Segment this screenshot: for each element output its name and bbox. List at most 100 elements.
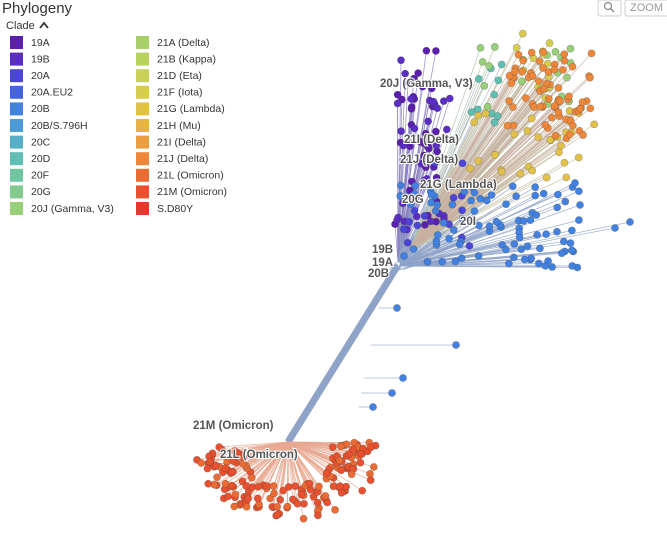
tip[interactable] — [518, 78, 525, 85]
tip[interactable] — [520, 57, 527, 64]
tip[interactable] — [543, 174, 550, 181]
legend-swatch[interactable] — [10, 136, 23, 149]
tip[interactable] — [536, 245, 543, 252]
tip[interactable] — [540, 85, 547, 92]
tip[interactable] — [511, 240, 518, 247]
tip[interactable] — [213, 474, 220, 481]
tip[interactable] — [524, 127, 531, 134]
tip[interactable] — [533, 211, 540, 218]
tip[interactable] — [228, 468, 235, 475]
tip[interactable] — [611, 224, 618, 231]
tip[interactable] — [539, 64, 546, 71]
tip[interactable] — [243, 482, 250, 489]
tip[interactable] — [495, 77, 502, 84]
tip[interactable] — [551, 66, 558, 73]
tip[interactable] — [477, 44, 484, 51]
tip[interactable] — [568, 227, 575, 234]
tip[interactable] — [224, 493, 231, 500]
tip[interactable] — [452, 258, 459, 265]
tip[interactable] — [562, 198, 569, 205]
tip[interactable] — [551, 102, 558, 109]
tip[interactable] — [248, 474, 255, 481]
legend-swatch[interactable] — [10, 185, 23, 198]
tip[interactable] — [522, 95, 529, 102]
tip[interactable] — [516, 234, 523, 241]
tip[interactable] — [277, 496, 284, 503]
tip[interactable] — [357, 459, 364, 466]
tip[interactable] — [546, 39, 553, 46]
tip[interactable] — [336, 457, 343, 464]
tip[interactable] — [520, 217, 527, 224]
tip[interactable] — [397, 57, 404, 64]
legend-swatch[interactable] — [10, 169, 23, 182]
tip[interactable] — [508, 80, 515, 87]
tip[interactable] — [423, 47, 430, 54]
tip[interactable] — [397, 182, 404, 189]
tip[interactable] — [532, 184, 539, 191]
tip[interactable] — [540, 48, 547, 55]
tip[interactable] — [425, 145, 432, 152]
tip[interactable] — [394, 91, 401, 98]
tip[interactable] — [415, 70, 422, 77]
legend-swatch[interactable] — [10, 86, 23, 99]
tip[interactable] — [509, 183, 516, 190]
tip[interactable] — [399, 374, 406, 381]
tip[interactable] — [567, 239, 574, 246]
tip[interactable] — [432, 47, 439, 54]
legend-swatch[interactable] — [136, 119, 149, 132]
legend-swatch[interactable] — [10, 119, 23, 132]
legend-swatch[interactable] — [10, 53, 23, 66]
tip[interactable] — [408, 105, 415, 112]
tip[interactable] — [306, 480, 313, 487]
tip[interactable] — [557, 142, 564, 149]
tip[interactable] — [569, 63, 576, 70]
tip[interactable] — [477, 195, 484, 202]
tip[interactable] — [198, 459, 205, 466]
tip[interactable] — [482, 110, 489, 117]
tip[interactable] — [510, 254, 517, 261]
tip[interactable] — [255, 483, 262, 490]
tip[interactable] — [528, 255, 535, 262]
tip[interactable] — [475, 222, 482, 229]
tip[interactable] — [359, 487, 366, 494]
tip[interactable] — [284, 503, 291, 510]
tip[interactable] — [206, 458, 213, 465]
legend-swatch[interactable] — [136, 169, 149, 182]
tip[interactable] — [424, 258, 431, 265]
tip[interactable] — [369, 403, 376, 410]
tip[interactable] — [440, 219, 447, 226]
tip[interactable] — [428, 199, 435, 206]
tip[interactable] — [580, 131, 587, 138]
tip[interactable] — [545, 95, 552, 102]
tip[interactable] — [458, 207, 465, 214]
tip[interactable] — [367, 477, 374, 484]
tip[interactable] — [274, 503, 281, 510]
tip[interactable] — [505, 260, 512, 267]
tip[interactable] — [534, 231, 541, 238]
tip[interactable] — [504, 122, 511, 129]
tip[interactable] — [414, 222, 421, 229]
legend-swatch[interactable] — [10, 202, 23, 215]
legend-swatch[interactable] — [136, 202, 149, 215]
tip[interactable] — [554, 204, 561, 211]
tip[interactable] — [511, 68, 518, 75]
tip[interactable] — [440, 98, 447, 105]
tip[interactable] — [576, 201, 583, 208]
tip[interactable] — [254, 495, 261, 502]
tip[interactable] — [558, 250, 565, 257]
legend-toggle[interactable]: Clade — [6, 20, 35, 32]
legend-swatch[interactable] — [10, 69, 23, 82]
tip[interactable] — [323, 470, 330, 477]
tip[interactable] — [337, 467, 344, 474]
tip[interactable] — [434, 231, 441, 238]
tip[interactable] — [498, 61, 505, 68]
tip[interactable] — [553, 228, 560, 235]
tip[interactable] — [575, 154, 582, 161]
tip[interactable] — [569, 262, 576, 269]
tip[interactable] — [406, 218, 413, 225]
tip[interactable] — [459, 160, 466, 167]
tip[interactable] — [534, 133, 541, 140]
tip[interactable] — [471, 207, 478, 214]
tip[interactable] — [411, 125, 418, 132]
legend-swatch[interactable] — [10, 36, 23, 49]
